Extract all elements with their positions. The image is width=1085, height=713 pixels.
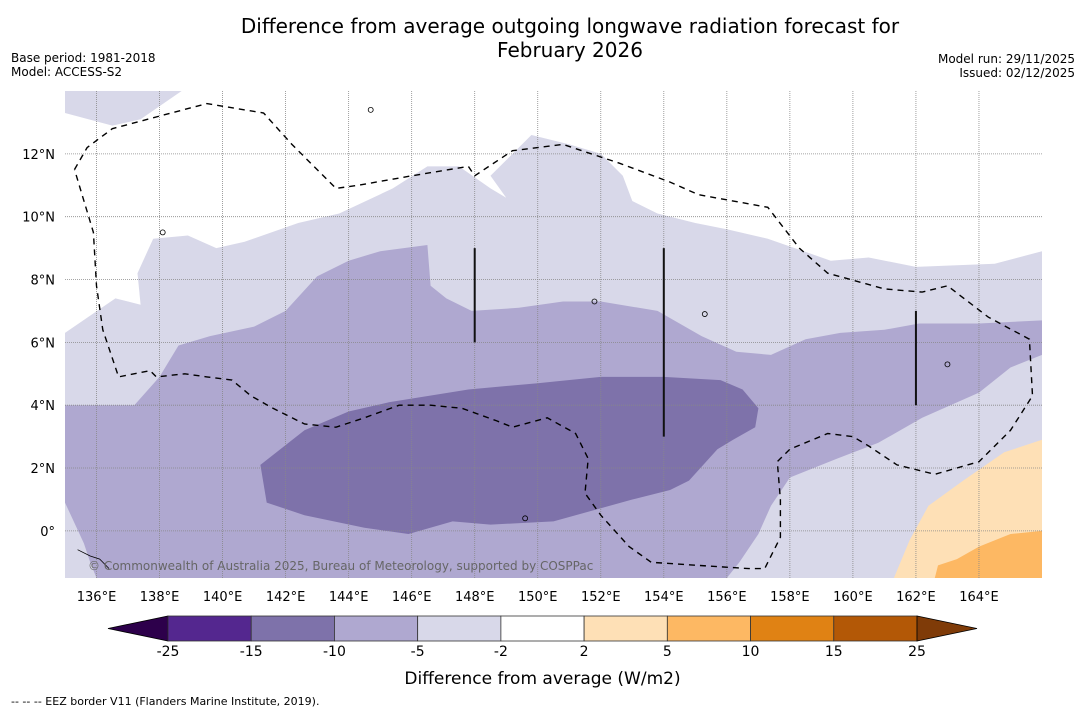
- longitude-label: 140°E: [203, 590, 243, 605]
- colorbar-tick-label: -25: [156, 644, 180, 660]
- colorbar-tick-label: 10: [741, 644, 760, 660]
- island-outline: [77, 549, 110, 569]
- longitude-label: 142°E: [266, 590, 306, 605]
- chart-title: Difference from average outgoing longwav…: [160, 14, 980, 62]
- model-run-date: Model run: 29/11/2025: [937, 52, 1075, 66]
- longitude-label: 158°E: [770, 590, 810, 605]
- colorbar-tick-label: -5: [410, 644, 425, 660]
- colorbar-tick-label: -15: [239, 644, 263, 660]
- longitude-label: 148°E: [455, 590, 495, 605]
- latitude-label: 10°N: [22, 211, 55, 226]
- longitude-label: 162°E: [896, 590, 936, 605]
- meta-right: Model run: 29/11/2025 Issued: 02/12/2025: [938, 52, 1075, 80]
- colorbar-segment: [666, 615, 751, 642]
- colorbar-segment: [583, 615, 668, 642]
- colorbar-tick-label: 5: [662, 644, 672, 660]
- contour-minus5-to-minus2: [65, 91, 182, 126]
- longitude-label: 160°E: [833, 590, 873, 605]
- colorbar-segment: [417, 615, 502, 642]
- longitude-label: 144°E: [329, 590, 369, 605]
- colorbar-tick-label: 2: [579, 644, 589, 660]
- model-name: Model: ACCESS-S2: [11, 65, 123, 79]
- colorbar: [107, 615, 978, 642]
- longitude-label: 154°E: [644, 590, 684, 605]
- copyright-notice: © Commonwealth of Australia 2025, Bureau…: [88, 559, 593, 573]
- latitude-label: 0°: [40, 525, 55, 540]
- island-outline: [367, 106, 374, 113]
- title-line-1: Difference from average outgoing longwav…: [240, 14, 900, 38]
- longitude-label: 136°E: [77, 590, 117, 605]
- eez-border: [73, 102, 1034, 570]
- latitude-labels: 12°N 10°N 8°N 6°N 4°N 2°N 0°: [22, 148, 55, 540]
- colorbar-over-arrow: [916, 615, 978, 642]
- island-outlines: [77, 106, 951, 569]
- latitude-label: 4°N: [31, 399, 56, 414]
- longitude-label: 150°E: [518, 590, 558, 605]
- longitude-label: 164°E: [959, 590, 999, 605]
- colorbar-segment: [833, 615, 918, 642]
- issued-date: Issued: 02/12/2025: [959, 66, 1075, 80]
- colorbar-under-arrow: [107, 615, 169, 642]
- colorbar-tick-label: -10: [323, 644, 346, 660]
- island-outline: [944, 361, 951, 368]
- map-area: © Commonwealth of Australia 2025, Bureau…: [65, 91, 1042, 578]
- longitude-label: 152°E: [581, 590, 621, 605]
- colorbar-segment: [750, 615, 835, 642]
- island-outline: [591, 298, 598, 305]
- colorbar-tick-label: 25: [908, 644, 926, 660]
- colorbar-tick-label: 15: [824, 644, 843, 660]
- colorbar-title: Difference from average (W/m2): [404, 669, 681, 689]
- longitude-label: 146°E: [392, 590, 432, 605]
- colorbar-tick-label: -2: [493, 644, 508, 660]
- eez-border-line: [73, 102, 1034, 570]
- island-outline: [701, 311, 708, 317]
- island-outline: [522, 515, 529, 522]
- boundary-lines: [473, 248, 917, 437]
- island-outline: [159, 229, 166, 236]
- colorbar-segment: [500, 615, 585, 642]
- colorbar-segment: [250, 615, 335, 642]
- base-period: Base period: 1981-2018: [11, 51, 156, 65]
- eez-footnote: -- -- -- EEZ border V11 (Flanders Marine…: [11, 695, 320, 708]
- contour-5-to-10: [934, 530, 1042, 578]
- longitude-labels: 136°E 138°E 140°E 142°E 144°E 146°E 148°E 150°E…: [77, 590, 999, 605]
- colorbar-segment: [334, 615, 419, 642]
- latitude-label: 6°N: [31, 336, 56, 351]
- graticule: [65, 91, 1042, 578]
- longitude-label: 138°E: [140, 590, 180, 605]
- colorbar-segment: [167, 615, 252, 642]
- contour-minus15-to-minus10: [260, 376, 759, 534]
- contour-fills: [65, 91, 1042, 578]
- latitude-label: 12°N: [22, 148, 55, 163]
- longitude-label: 156°E: [707, 590, 747, 605]
- latitude-label: 2°N: [31, 462, 56, 477]
- meta-left: Base period: 1981-2018 Model: ACCESS-S2: [11, 51, 156, 79]
- title-line-2: February 2026: [497, 38, 643, 62]
- latitude-label: 8°N: [31, 274, 56, 289]
